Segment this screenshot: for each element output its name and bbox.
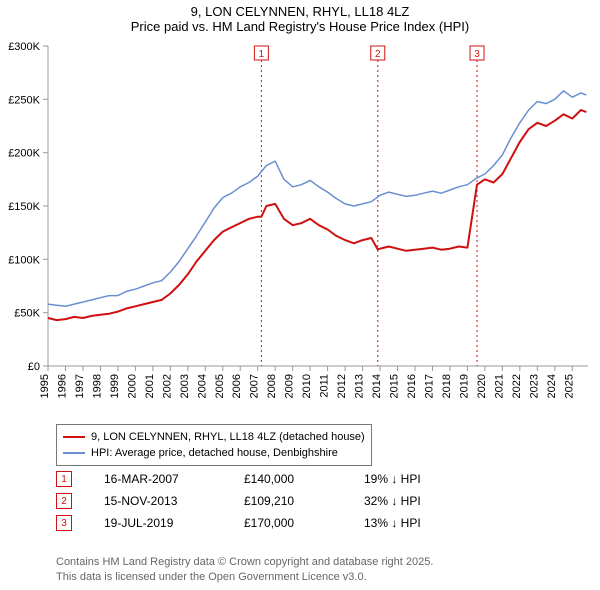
svg-text:2013: 2013 bbox=[354, 374, 366, 398]
svg-text:2: 2 bbox=[375, 49, 381, 60]
legend-item: 9, LON CELYNNEN, RHYL, LL18 4LZ (detache… bbox=[63, 429, 365, 445]
sale-delta: 32% ↓ HPI bbox=[364, 494, 484, 508]
svg-text:2012: 2012 bbox=[336, 374, 348, 398]
svg-text:2023: 2023 bbox=[528, 374, 540, 398]
svg-text:1995: 1995 bbox=[39, 374, 51, 398]
legend: 9, LON CELYNNEN, RHYL, LL18 4LZ (detache… bbox=[56, 424, 372, 466]
sale-delta: 13% ↓ HPI bbox=[364, 516, 484, 530]
svg-text:3: 3 bbox=[474, 49, 480, 60]
svg-text:2011: 2011 bbox=[319, 374, 331, 398]
svg-text:1998: 1998 bbox=[91, 374, 103, 398]
svg-text:2001: 2001 bbox=[144, 374, 156, 398]
svg-text:2018: 2018 bbox=[441, 374, 453, 398]
svg-text:£200K: £200K bbox=[8, 148, 40, 160]
chart-svg: £0 £50K £100K £150K £200K £250K £300K 1995 1996 1… bbox=[0, 40, 600, 420]
title-subtitle: Price paid vs. HM Land Registry's House … bbox=[0, 19, 600, 34]
sale-marker: 1 bbox=[56, 471, 72, 487]
svg-text:2025: 2025 bbox=[563, 374, 575, 398]
sale-row: 1 16-MAR-2007£140,00019% ↓ HPI bbox=[56, 468, 484, 490]
title-address: 9, LON CELYNNEN, RHYL, LL18 4LZ bbox=[0, 4, 600, 19]
sale-price: £170,000 bbox=[244, 516, 364, 530]
legend-item: HPI: Average price, detached house, Denb… bbox=[63, 445, 365, 461]
sale-row: 3 19-JUL-2019£170,00013% ↓ HPI bbox=[56, 512, 484, 534]
legend-label: HPI: Average price, detached house, Denb… bbox=[91, 447, 338, 459]
svg-text:£0: £0 bbox=[28, 361, 40, 373]
svg-text:2022: 2022 bbox=[511, 374, 523, 398]
svg-text:£100K: £100K bbox=[8, 254, 40, 266]
sale-price: £109,210 bbox=[244, 494, 364, 508]
svg-text:2008: 2008 bbox=[266, 374, 278, 398]
svg-text:£50K: £50K bbox=[14, 308, 40, 320]
svg-text:2015: 2015 bbox=[389, 374, 401, 398]
sale-date: 15-NOV-2013 bbox=[104, 494, 244, 508]
svg-text:£150K: £150K bbox=[8, 201, 40, 213]
sales-table: 1 16-MAR-2007£140,00019% ↓ HPI 2 15-NOV-201… bbox=[56, 468, 484, 534]
svg-text:2005: 2005 bbox=[214, 374, 226, 398]
legend-label: 9, LON CELYNNEN, RHYL, LL18 4LZ (detache… bbox=[91, 431, 365, 443]
chart-area: £0 £50K £100K £150K £200K £250K £300K 1995 1996 1… bbox=[0, 40, 600, 420]
svg-text:1996: 1996 bbox=[56, 374, 68, 398]
svg-text:2016: 2016 bbox=[406, 374, 418, 398]
svg-text:£300K: £300K bbox=[8, 41, 40, 53]
svg-text:2020: 2020 bbox=[476, 374, 488, 398]
svg-text:1999: 1999 bbox=[109, 374, 121, 398]
svg-text:2006: 2006 bbox=[231, 374, 243, 398]
svg-text:1997: 1997 bbox=[74, 374, 86, 398]
svg-text:2024: 2024 bbox=[546, 374, 558, 398]
svg-text:1: 1 bbox=[259, 49, 265, 60]
svg-text:2009: 2009 bbox=[284, 374, 296, 398]
sale-date: 19-JUL-2019 bbox=[104, 516, 244, 530]
chart-title: 9, LON CELYNNEN, RHYL, LL18 4LZ Price pa… bbox=[0, 0, 600, 34]
legend-swatch bbox=[63, 436, 85, 438]
sale-marker: 3 bbox=[56, 515, 72, 531]
svg-text:2014: 2014 bbox=[371, 374, 383, 398]
svg-text:2017: 2017 bbox=[423, 374, 435, 398]
sale-row: 2 15-NOV-2013£109,21032% ↓ HPI bbox=[56, 490, 484, 512]
sale-delta: 19% ↓ HPI bbox=[364, 472, 484, 486]
svg-text:2007: 2007 bbox=[249, 374, 261, 398]
sale-date: 16-MAR-2007 bbox=[104, 472, 244, 486]
legend-swatch bbox=[63, 452, 85, 454]
svg-text:2021: 2021 bbox=[493, 374, 505, 398]
svg-text:2004: 2004 bbox=[196, 374, 208, 398]
svg-text:2003: 2003 bbox=[179, 374, 191, 398]
sale-price: £140,000 bbox=[244, 472, 364, 486]
footer-line1: Contains HM Land Registry data © Crown c… bbox=[56, 555, 433, 569]
svg-text:2010: 2010 bbox=[301, 374, 313, 398]
svg-text:2000: 2000 bbox=[126, 374, 138, 398]
footer-attribution: Contains HM Land Registry data © Crown c… bbox=[56, 555, 433, 584]
svg-text:2002: 2002 bbox=[161, 374, 173, 398]
svg-text:2019: 2019 bbox=[458, 374, 470, 398]
svg-text:£250K: £250K bbox=[8, 94, 40, 106]
sale-marker: 2 bbox=[56, 493, 72, 509]
footer-line2: This data is licensed under the Open Gov… bbox=[56, 570, 433, 584]
